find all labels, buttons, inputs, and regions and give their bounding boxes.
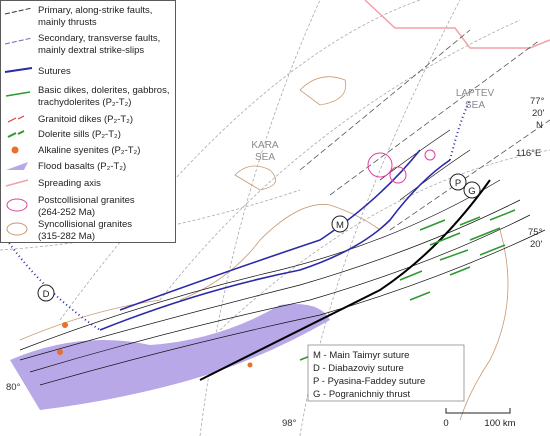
spreading-axis xyxy=(364,0,550,49)
legend-text: Dolerite sills (P₂-T₂) xyxy=(38,129,121,140)
key-text: G - Pogranichniy thrust xyxy=(313,389,411,400)
sea-label: KARA xyxy=(251,140,279,151)
marker-m: M xyxy=(331,215,349,233)
legend-text: (264-252 Ma) xyxy=(38,207,95,218)
legend-symbol xyxy=(6,162,28,170)
legend-box xyxy=(0,0,176,243)
coordinate-label: N xyxy=(536,120,543,131)
legend-symbol xyxy=(11,146,19,154)
sutures xyxy=(99,149,451,331)
marker-label: M xyxy=(336,220,344,231)
legend-text: trachydolerites (P₂-T₂) xyxy=(38,97,131,108)
legend-symbol xyxy=(5,91,31,97)
legend-text: Granitoid dikes (P₂-T₂) xyxy=(38,114,133,125)
legend-text: (315-282 Ma) xyxy=(38,231,95,242)
inferred-sutures xyxy=(0,99,471,331)
key-box xyxy=(307,344,465,402)
legend-text: mainly dextral strike-slips xyxy=(38,45,144,56)
syenites xyxy=(57,322,253,368)
legend-text: Spreading axis xyxy=(38,178,101,189)
legend-text: Syncollisional granites xyxy=(38,219,132,230)
marker-label: D xyxy=(43,289,50,300)
coordinate-label: 20' xyxy=(530,239,543,250)
legend-symbol xyxy=(7,115,25,123)
legend-symbol xyxy=(4,7,33,15)
marker-d: D xyxy=(37,284,55,302)
coordinate-label: 116°E xyxy=(516,148,541,159)
sea-label: SEA xyxy=(255,152,275,163)
key-text: M - Main Taimyr suture xyxy=(313,350,409,361)
key-text: D - Diabazoviy suture xyxy=(313,363,404,374)
pogranichniy-thrust xyxy=(199,179,491,381)
suture-key: M - Main Taimyr suture D - Diabazoviy su… xyxy=(307,344,465,402)
legend-symbol xyxy=(5,179,29,187)
scale-label: 100 km xyxy=(484,418,515,429)
legend-text: Primary, along-strike faults, xyxy=(38,5,152,16)
legend-symbol xyxy=(4,37,33,45)
legend-text: Postcollisional granites xyxy=(38,195,135,206)
coordinate-label: 98° xyxy=(282,418,297,429)
coordinate-label: 75° xyxy=(528,227,543,238)
scale-label: 0 xyxy=(443,418,448,429)
coordinate-label: 77° xyxy=(530,96,545,107)
legend-text: Alkaline syenites (P₂-T₂) xyxy=(38,145,140,156)
faults xyxy=(19,129,546,386)
legend-text: Sutures xyxy=(38,66,71,77)
legend-symbol xyxy=(4,67,33,73)
sea-label: LAPTEV xyxy=(456,88,495,99)
coastlines xyxy=(19,76,509,421)
marker-g: G xyxy=(463,181,481,199)
legend: Primary, along-strike faults, mainly thr… xyxy=(0,0,176,243)
granites xyxy=(367,149,436,184)
marker-label: P xyxy=(455,178,461,189)
scale-line xyxy=(445,408,511,414)
primary-faults xyxy=(299,29,550,231)
legend-text: Flood basalts (P₂-T₂) xyxy=(38,161,126,172)
legend-symbol xyxy=(7,130,25,138)
legend-text: Basic dikes, dolerites, gabbros, xyxy=(38,85,169,96)
legend-symbol xyxy=(6,198,28,212)
legend-text: Secondary, transverse faults, xyxy=(38,33,160,44)
marker-label: G xyxy=(468,186,475,197)
key-text: P - Pyasina-Faddey suture xyxy=(313,376,425,387)
marker-p: P xyxy=(449,173,467,191)
legend-text: mainly thrusts xyxy=(38,17,97,28)
legend-symbol xyxy=(6,222,28,236)
coordinate-label: 80° xyxy=(6,382,21,393)
coordinate-label: 20' xyxy=(532,108,545,119)
sea-label: SEA xyxy=(465,100,485,111)
scale-bar: 0 100 km xyxy=(443,408,516,429)
